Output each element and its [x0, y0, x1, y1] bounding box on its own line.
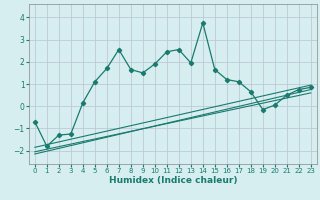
X-axis label: Humidex (Indice chaleur): Humidex (Indice chaleur) — [108, 176, 237, 185]
